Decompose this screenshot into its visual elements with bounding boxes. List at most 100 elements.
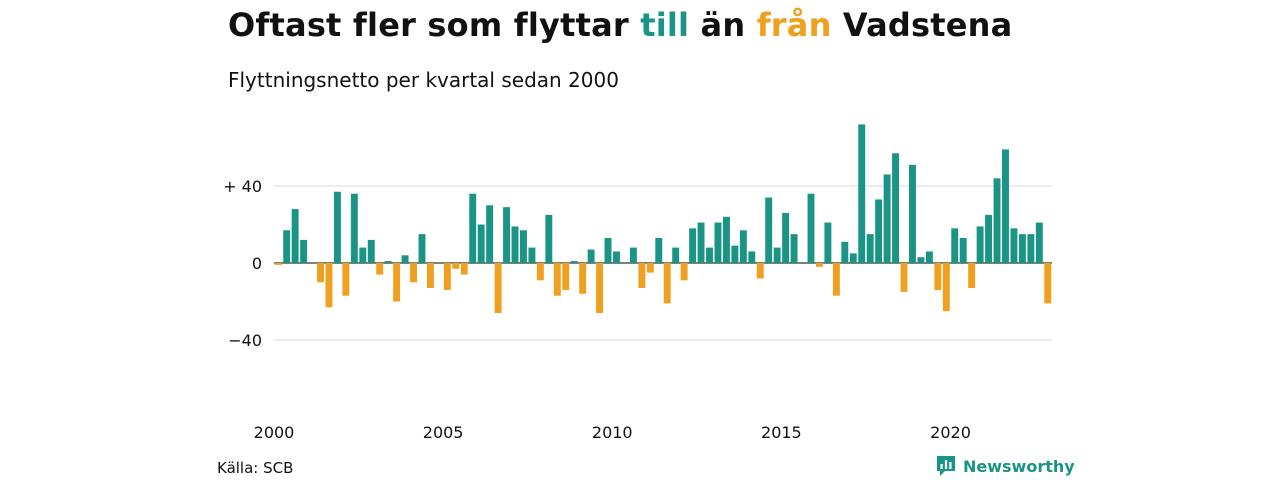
bars: [274, 124, 1052, 314]
bar: [807, 193, 815, 263]
bar: [655, 237, 663, 263]
x-tick-label: 2005: [423, 423, 464, 442]
bar: [646, 263, 654, 273]
bar: [1044, 263, 1052, 304]
bar: [359, 247, 367, 263]
y-tick-label: + 40: [223, 177, 262, 196]
bar: [350, 193, 358, 263]
bar: [714, 222, 722, 263]
bar: [773, 247, 781, 263]
bar: [452, 263, 460, 269]
bar: [663, 263, 671, 304]
bar: [815, 263, 823, 267]
bar: [469, 193, 477, 263]
bar: [790, 234, 798, 264]
bar: [1010, 228, 1018, 263]
title-part-3: än: [689, 6, 757, 44]
bar: [325, 263, 333, 308]
source-note: Källa: SCB: [217, 459, 294, 477]
x-axis-tick-labels: 2000 2005 2010 2015 2020: [254, 423, 971, 442]
bar-chart: + 40 0 −40 2000 2005 2010 2015 2020: [223, 124, 1052, 442]
y-axis-tick-labels: + 40 0 −40: [223, 177, 262, 350]
x-tick-label: 2000: [254, 423, 295, 442]
bar: [587, 249, 595, 263]
x-tick-label: 2010: [592, 423, 633, 442]
brand-logo[interactable]: Newsworthy: [936, 455, 1075, 477]
bar: [1027, 234, 1035, 264]
bar: [892, 153, 900, 263]
bar: [536, 263, 544, 281]
bar: [333, 191, 341, 263]
bar: [731, 245, 739, 263]
bar: [596, 263, 604, 314]
bar: [613, 251, 620, 263]
bar: [511, 226, 519, 264]
title-highlight-till: till: [640, 6, 690, 44]
bar: [934, 263, 942, 290]
bar: [604, 237, 612, 263]
bar: [638, 263, 646, 289]
bar: [376, 263, 384, 275]
bar: [300, 239, 308, 263]
bar: [824, 222, 832, 263]
bar: [629, 247, 637, 263]
bar: [883, 174, 891, 263]
bar: [706, 247, 713, 263]
bar: [553, 263, 561, 296]
bar: [570, 261, 578, 263]
y-tick-label: 0: [252, 254, 262, 273]
chart-subtitle: Flyttningsnetto per kvartal sedan 2000: [228, 68, 619, 92]
bar: [486, 205, 494, 263]
bar: [849, 253, 857, 264]
bar: [959, 237, 967, 263]
bar: [579, 263, 587, 294]
bar: [858, 124, 866, 264]
title-part-1: Oftast fler som flyttar: [228, 6, 641, 44]
bar: [909, 164, 916, 263]
bar: [460, 263, 468, 275]
bar: [832, 263, 840, 296]
bar: [342, 263, 350, 296]
bar: [782, 212, 790, 263]
chart-title: Oftast fler som flyttar till än från Vad…: [228, 6, 1012, 44]
x-tick-label: 2015: [761, 423, 802, 442]
bar: [917, 257, 925, 264]
y-tick-label: −40: [228, 331, 262, 350]
bar: [291, 209, 299, 263]
bar: [384, 261, 392, 263]
bar: [1018, 234, 1026, 264]
bar: [689, 228, 697, 263]
brand-name: Newsworthy: [963, 456, 1075, 476]
bar: [520, 230, 527, 264]
bar: [477, 224, 485, 263]
bar: [1002, 149, 1009, 264]
bar: [739, 230, 747, 264]
bar: [562, 263, 570, 290]
bar: [993, 178, 1001, 263]
bar: [900, 263, 908, 292]
bar: [545, 214, 553, 264]
bar: [722, 216, 730, 263]
bar: [841, 241, 849, 263]
bar: [528, 247, 536, 263]
bar: [985, 214, 993, 264]
bar: [426, 263, 434, 289]
bar: [748, 251, 756, 263]
bar: [410, 263, 417, 283]
x-tick-label: 2020: [930, 423, 971, 442]
bar: [1035, 222, 1043, 263]
bar: [317, 263, 324, 283]
bar: [283, 230, 291, 264]
bar: [968, 263, 976, 289]
bar: [756, 263, 764, 279]
bar: [680, 263, 688, 281]
bar: [672, 247, 680, 263]
bar: [418, 234, 426, 264]
bar: [697, 222, 705, 263]
bar: [494, 263, 502, 314]
bar: [393, 263, 401, 302]
bar: [765, 197, 773, 263]
bar: [976, 226, 984, 264]
bar: [274, 263, 282, 265]
bar: [875, 199, 883, 263]
